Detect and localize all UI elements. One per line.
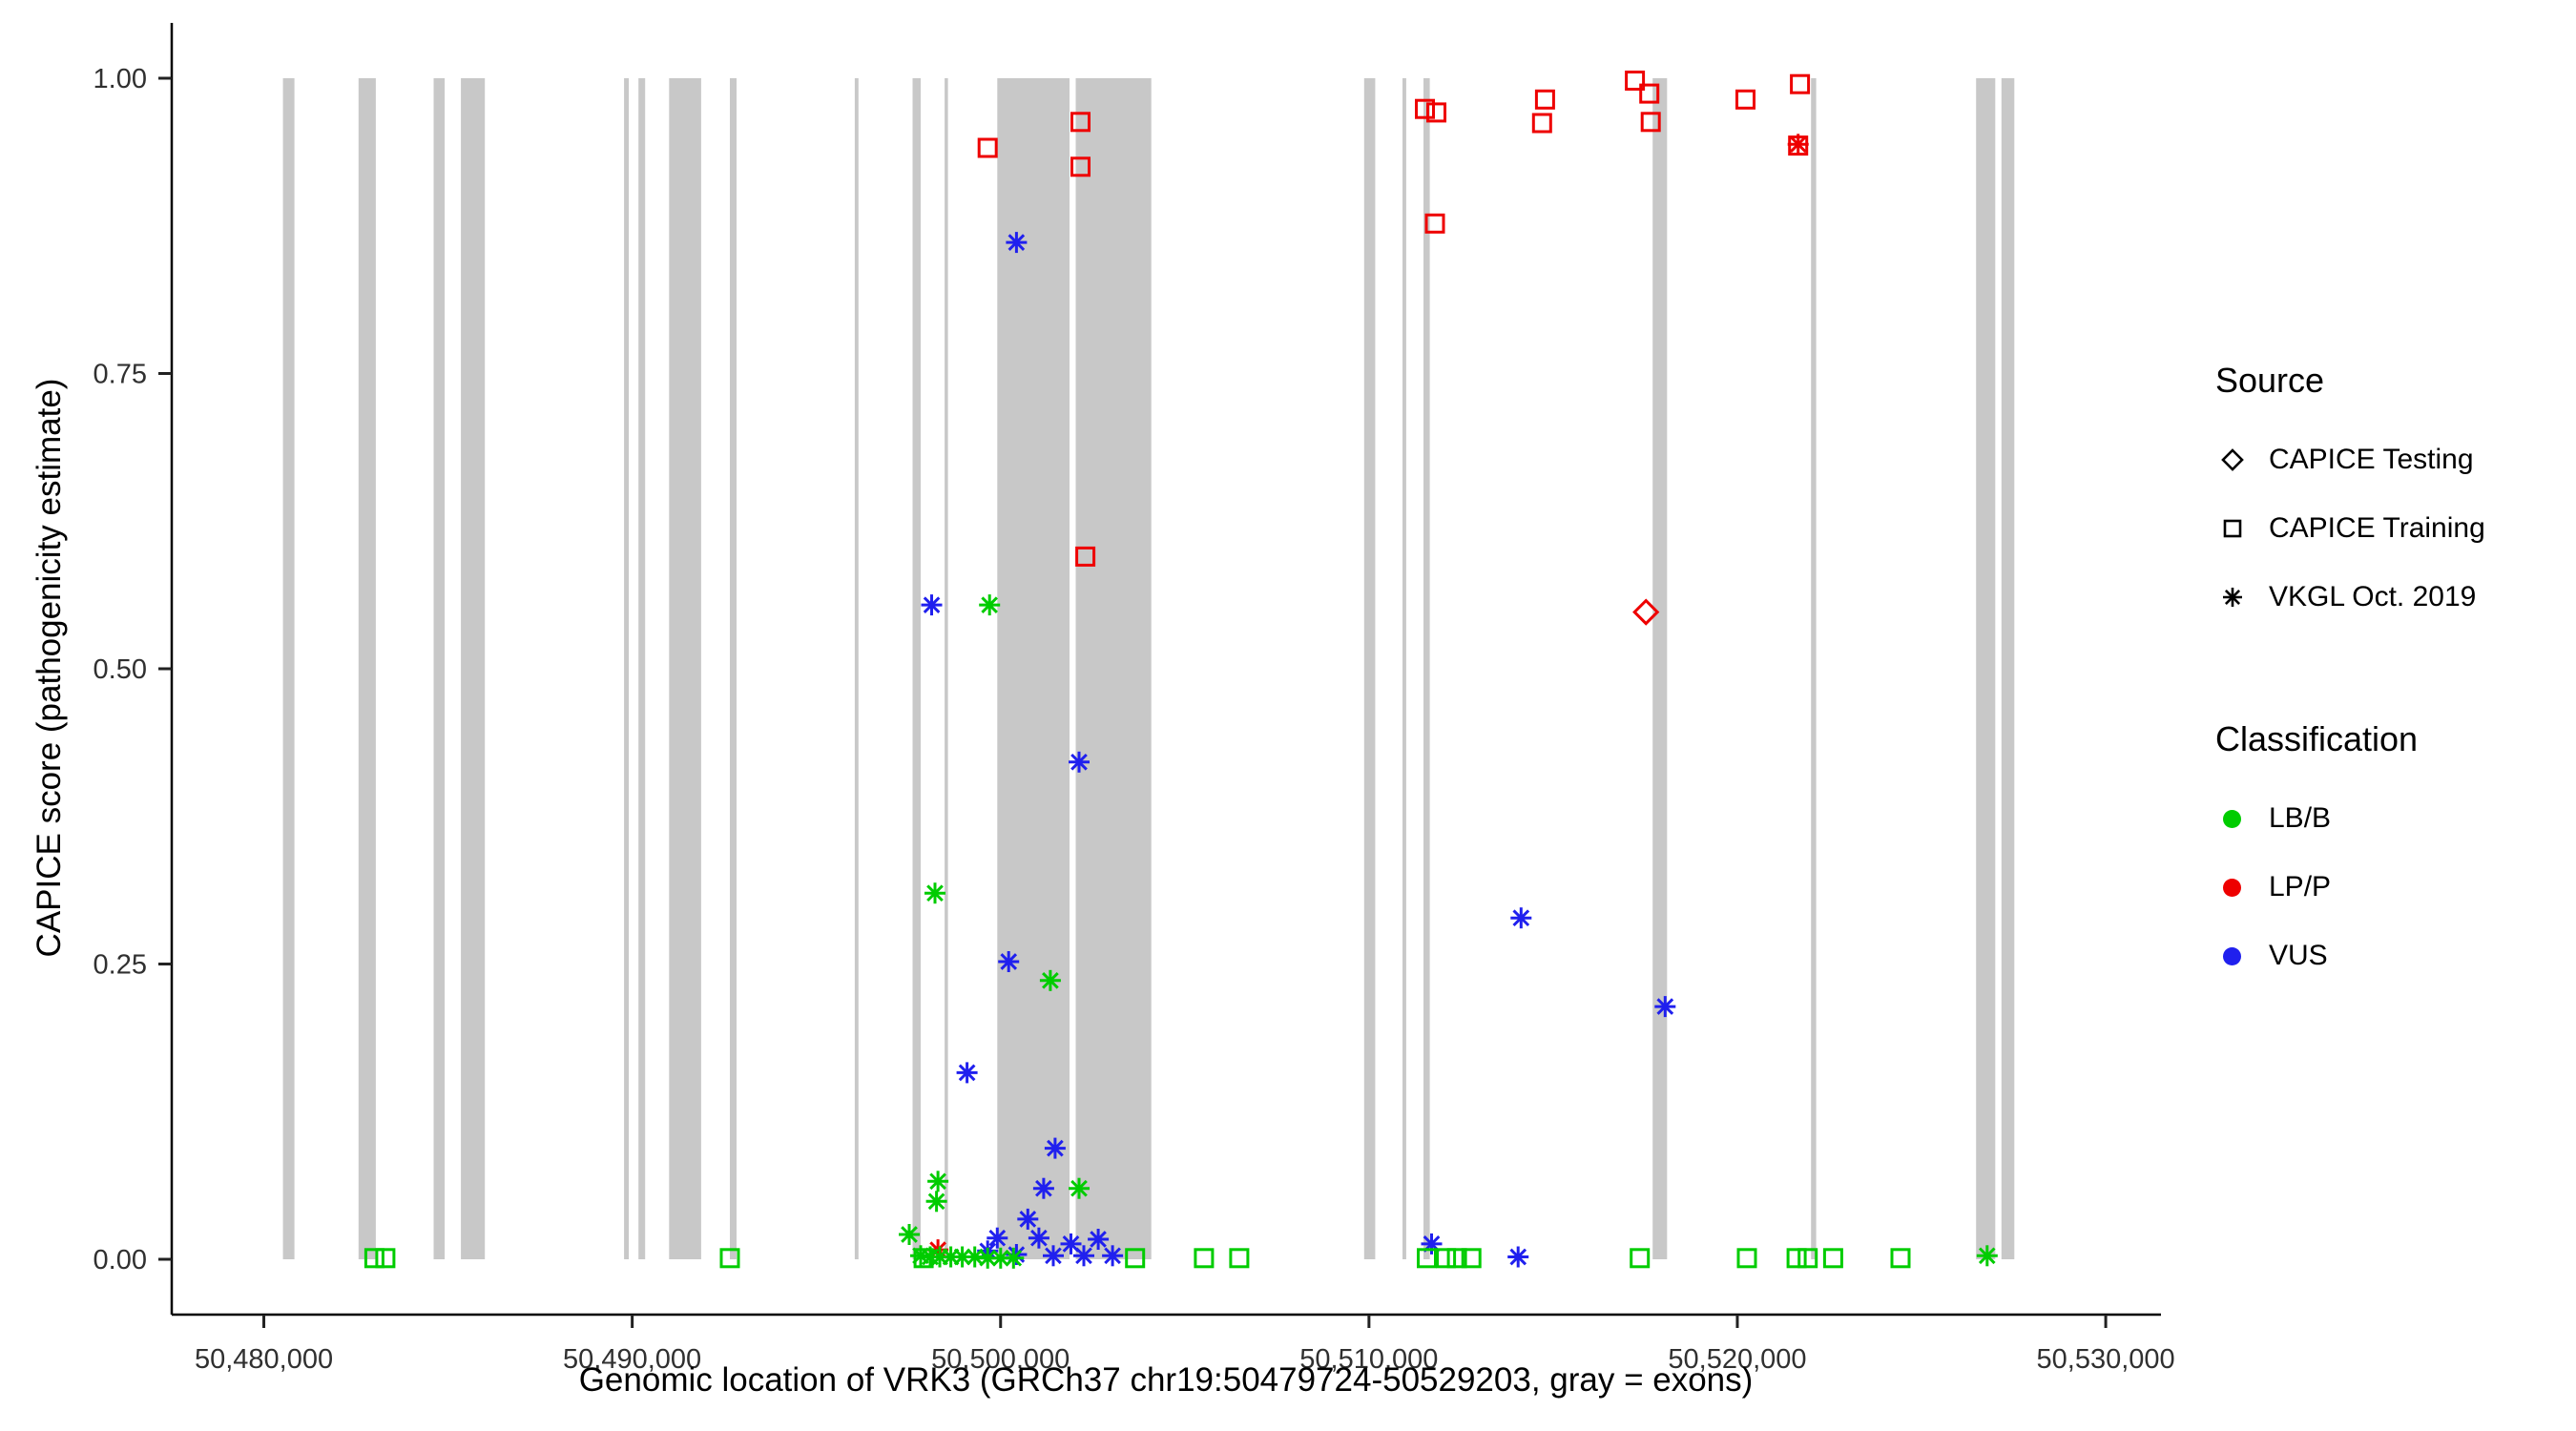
legend-classification-section: Classification LB/B LP/P VUS [2215,719,2485,990]
svg-text:0.50: 0.50 [93,654,147,685]
svg-text:50,510,000: 50,510,000 [1299,1344,1438,1375]
svg-text:0.00: 0.00 [93,1245,147,1275]
svg-text:50,530,000: 50,530,000 [2037,1344,2175,1375]
diamond-icon [2221,448,2244,471]
legend-item-label: LB/B [2269,802,2332,834]
svg-text:0.25: 0.25 [93,950,147,981]
legend-item-label: CAPICE Training [2269,512,2485,544]
svg-text:50,520,000: 50,520,000 [1668,1344,1806,1375]
square-icon [2223,519,2242,538]
svg-text:50,490,000: 50,490,000 [563,1344,701,1375]
legend-item-label: LP/P [2269,871,2332,902]
svg-text:50,500,000: 50,500,000 [931,1344,1070,1375]
lbb-dot-icon [2223,809,2241,828]
scatter-plot-canvas: 50,480,000 50,490,000 50,500,000 50,510,000… [93,23,2175,1375]
vus-dot-icon [2223,946,2241,965]
legend-item-label: CAPICE Testing [2269,444,2474,475]
legend-source-title: Source [2215,361,2325,400]
legend-item-capice-training: CAPICE Training [2215,494,2485,563]
legend-item-label: VUS [2269,940,2328,971]
legend: Source CAPICE Testing CAPICE Training [2215,361,2485,990]
legend-source-section: Source CAPICE Testing CAPICE Training [2215,361,2485,632]
legend-item-capice-testing: CAPICE Testing [2215,425,2485,494]
x-axis-title: Genomic location of VRK3 (GRCh37 chr19:5… [578,1361,1754,1399]
legend-item-label: VKGL Oct. 2019 [2269,581,2477,612]
svg-text:0.75: 0.75 [93,360,147,390]
legend-item-vkgl: VKGL Oct. 2019 [2215,563,2485,632]
legend-item-lpp: LP/P [2215,853,2485,922]
legend-item-lbb: LB/B [2215,784,2485,853]
legend-item-vus: VUS [2215,922,2485,990]
svg-text:50,480,000: 50,480,000 [195,1344,333,1375]
legend-classification-title: Classification [2215,719,2419,758]
lpp-dot-icon [2223,878,2241,897]
y-axis-title: CAPICE score (pathogenicity estimate) [31,378,68,958]
asterisk-icon [2223,588,2242,607]
svg-text:1.00: 1.00 [93,64,147,94]
